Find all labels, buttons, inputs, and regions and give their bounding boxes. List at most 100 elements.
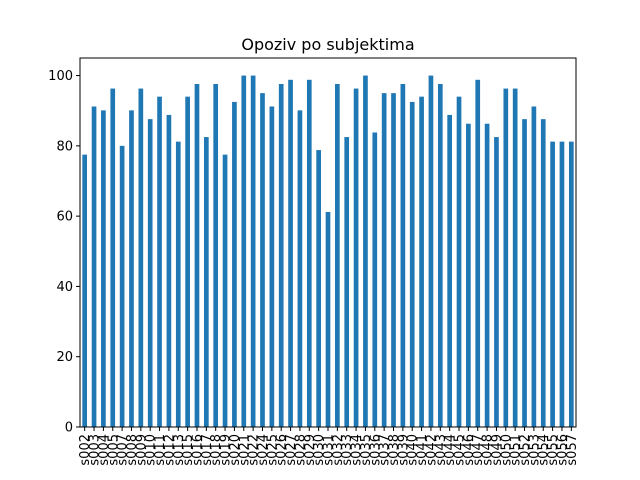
bar-s047 xyxy=(475,79,481,427)
bar-s057 xyxy=(568,141,574,427)
x-tick-label: s030 xyxy=(312,434,327,466)
bar-s049 xyxy=(494,137,499,428)
bar-s021 xyxy=(241,75,247,428)
x-tick-label: s045 xyxy=(453,434,468,466)
x-tick-label: s047 xyxy=(471,434,486,466)
bar-s022 xyxy=(250,75,256,428)
x-tick-label: s027 xyxy=(284,434,299,466)
y-tick-label: 20 xyxy=(56,350,73,365)
bar-s026 xyxy=(278,84,284,428)
x-tick-label: s033 xyxy=(340,434,355,466)
x-tick-label: s038 xyxy=(387,434,402,466)
bar-s017 xyxy=(204,137,209,428)
x-tick-label: s026 xyxy=(275,434,290,466)
x-tick-label: s018 xyxy=(209,434,224,466)
x-tick-label: s036 xyxy=(368,434,383,466)
x-tick-label: s044 xyxy=(443,434,458,466)
bar-s032 xyxy=(335,84,340,428)
x-tick-label: s055 xyxy=(546,434,561,466)
bar-s024 xyxy=(260,93,265,428)
bar-s036 xyxy=(372,132,378,427)
x-tick-label: s011 xyxy=(153,434,168,466)
x-tick-label: s020 xyxy=(228,434,243,466)
y-tick-label: 40 xyxy=(56,280,73,295)
bar-s033 xyxy=(344,137,350,428)
x-tick-label: s032 xyxy=(331,434,346,466)
bar-s051 xyxy=(512,88,518,428)
bar-s048 xyxy=(484,123,490,428)
x-tick-label: s029 xyxy=(303,434,318,466)
plot-frame xyxy=(79,57,577,428)
bar-s027 xyxy=(288,79,293,427)
bar-s016 xyxy=(194,84,200,428)
bar-s050 xyxy=(503,88,509,428)
x-tick-label: s009 xyxy=(134,434,149,466)
bar-s015 xyxy=(185,96,190,428)
x-tick-label: s054 xyxy=(537,434,552,466)
bar-s028 xyxy=(297,110,303,427)
x-tick-label: s043 xyxy=(434,434,449,466)
bar-s010 xyxy=(147,119,153,428)
x-tick-label: s039 xyxy=(396,434,411,466)
bar-s037 xyxy=(381,93,387,428)
bar-s004 xyxy=(101,110,106,427)
bar-s002 xyxy=(82,154,88,427)
bar-s029 xyxy=(306,79,312,427)
x-tick-label: s012 xyxy=(162,434,177,466)
y-tick-label: 80 xyxy=(56,139,73,154)
bar-s041 xyxy=(419,96,424,428)
bar-s030 xyxy=(316,150,321,427)
x-tick-label: s034 xyxy=(350,434,365,466)
bar-s007 xyxy=(119,145,125,427)
x-axis: s002s003s004s005s007s008s009s010s011s012… xyxy=(78,427,580,466)
x-tick-label: s003 xyxy=(88,434,103,466)
bar-s009 xyxy=(138,88,144,428)
x-tick-label: s050 xyxy=(499,434,514,466)
bar-s005 xyxy=(110,88,116,428)
bar-s018 xyxy=(213,84,219,428)
bar-s003 xyxy=(91,106,97,428)
x-tick-label: s042 xyxy=(424,434,439,466)
chart-title: Opoziv po subjektima xyxy=(241,35,414,54)
x-tick-label: s017 xyxy=(200,434,215,466)
x-tick-label: s049 xyxy=(490,434,505,466)
bar-s034 xyxy=(353,88,359,428)
x-tick-label: s015 xyxy=(181,434,196,466)
x-tick-label: s022 xyxy=(247,434,262,466)
bar-s054 xyxy=(540,119,546,428)
x-tick-label: s013 xyxy=(172,434,187,466)
bar-s008 xyxy=(129,110,134,427)
bar-s040 xyxy=(409,101,415,427)
bar-s046 xyxy=(466,123,471,428)
bar-s039 xyxy=(400,84,406,428)
x-tick-label: s040 xyxy=(406,434,421,466)
bar-s025 xyxy=(269,106,275,428)
bar-s011 xyxy=(157,96,162,428)
x-tick-label: s051 xyxy=(509,434,524,466)
x-tick-label: s025 xyxy=(265,434,280,466)
bar-s035 xyxy=(363,75,368,428)
bar-s043 xyxy=(437,84,443,428)
x-tick-label: s007 xyxy=(116,434,131,466)
bars-group xyxy=(82,75,574,428)
x-tick-label: s056 xyxy=(555,434,570,466)
bar-s012 xyxy=(166,114,172,427)
x-tick-label: s053 xyxy=(527,434,542,466)
bar-s042 xyxy=(428,75,434,428)
bar-s056 xyxy=(559,141,565,427)
y-tick-label: 60 xyxy=(56,210,73,225)
bar-s055 xyxy=(550,141,555,427)
x-tick-label: s010 xyxy=(144,434,159,466)
y-tick-label: 0 xyxy=(65,421,73,436)
bar-s020 xyxy=(232,101,237,427)
bar-s019 xyxy=(222,154,228,427)
bar-s038 xyxy=(391,93,396,428)
x-tick-label: s024 xyxy=(256,434,271,466)
x-tick-label: s016 xyxy=(190,434,205,466)
x-tick-label: s041 xyxy=(415,434,430,466)
y-tick-label: 100 xyxy=(48,69,73,84)
x-tick-label: s037 xyxy=(378,434,393,466)
bar-s044 xyxy=(447,114,452,427)
